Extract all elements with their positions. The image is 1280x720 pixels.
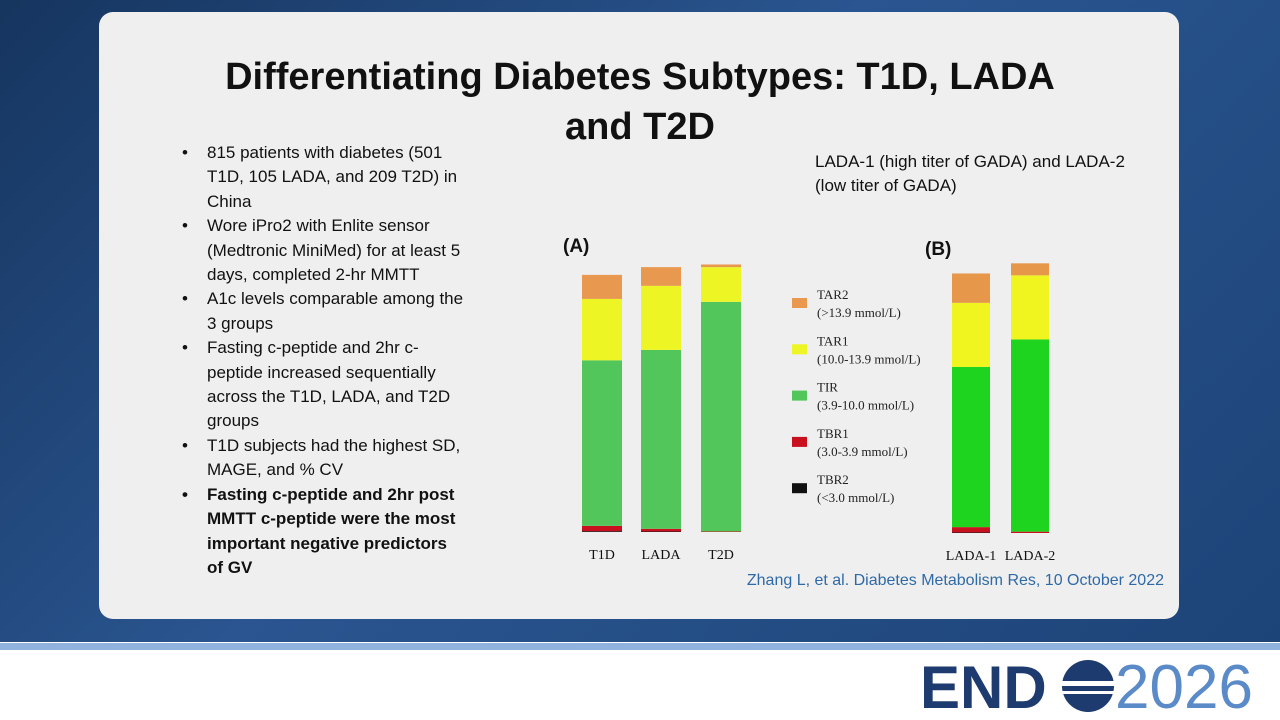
bar-segment xyxy=(952,273,990,303)
bar-segment xyxy=(1011,275,1049,340)
legend-swatch xyxy=(792,436,807,447)
bar-segment xyxy=(701,267,741,302)
bullet: Fasting c-peptide and 2hr c-peptide incr… xyxy=(182,336,467,434)
legend-range: (3.9-10.0 mmol/L) xyxy=(817,398,914,413)
note: LADA-1 (high titer of GADA) and LADA-2 (… xyxy=(815,152,1125,195)
logo: END 2026 xyxy=(920,653,1253,718)
legend-label: TBR2 xyxy=(817,472,849,487)
logo-globe-stripe xyxy=(1060,681,1116,686)
bar-segment xyxy=(641,349,681,529)
bullet: Wore iPro2 with Enlite sensor (Medtronic… xyxy=(182,214,467,287)
legend-range: (>13.9 mmol/L) xyxy=(817,305,901,320)
bullet: 815 patients with diabetes (501 T1D, 105… xyxy=(182,141,467,214)
bar-segment xyxy=(1011,339,1049,532)
bullet: T1D subjects had the highest SD, MAGE, a… xyxy=(182,434,467,483)
bar-segment xyxy=(952,302,990,367)
bar-segment xyxy=(952,532,990,533)
bullet-list: 815 patients with diabetes (501 T1D, 105… xyxy=(182,141,467,580)
bar-segment xyxy=(701,301,741,532)
logo-globe-stripe xyxy=(1060,691,1116,694)
panel-label: (B) xyxy=(925,239,951,260)
x-tick-label: T2D xyxy=(708,548,734,563)
bar-segment xyxy=(582,531,622,532)
legend-range: (<3.0 mmol/L) xyxy=(817,490,894,505)
bar-segment xyxy=(582,298,622,361)
bullet: A1c levels comparable among the 3 groups xyxy=(182,287,467,336)
footer-stripe xyxy=(0,643,1280,650)
bar-segment xyxy=(701,264,741,268)
bar-segment xyxy=(1011,531,1049,533)
slide-title: Differentiating Diabetes Subtypes: T1D, … xyxy=(225,56,1055,148)
bar-segment xyxy=(582,360,622,526)
legend-swatch xyxy=(792,298,807,308)
bar-segment xyxy=(952,527,990,533)
logo-year: 2026 xyxy=(1115,653,1253,718)
bar-segment xyxy=(641,531,681,532)
legend-label: TBR1 xyxy=(817,426,849,441)
bar-segment xyxy=(582,274,622,299)
panel-label: (A) xyxy=(563,236,589,257)
bar-segment xyxy=(1011,263,1049,276)
bar-segment xyxy=(641,267,681,286)
x-tick-label: LADA-2 xyxy=(1005,549,1056,564)
legend-range: (3.0-3.9 mmol/L) xyxy=(817,444,908,459)
legend-label: TAR1 xyxy=(817,333,848,348)
bar-segment xyxy=(952,366,990,528)
x-tick-label: LADA xyxy=(642,548,682,563)
bar-segment xyxy=(701,531,741,532)
x-tick-label: LADA-1 xyxy=(946,549,997,564)
citation: Zhang L, et al. Diabetes Metabolism Res,… xyxy=(746,572,1164,589)
bullet: Fasting c-peptide and 2hr post MMTT c-pe… xyxy=(182,483,467,581)
legend-label: TAR2 xyxy=(817,287,848,302)
logo-brand: END xyxy=(920,654,1047,718)
bar-segment xyxy=(582,525,622,532)
legend-swatch xyxy=(792,344,807,355)
legend-swatch xyxy=(792,483,807,494)
legend-range: (10.0-13.9 mmol/L) xyxy=(817,351,921,366)
bar-segment xyxy=(641,285,681,350)
x-tick-label: T1D xyxy=(589,548,615,563)
legend-swatch xyxy=(792,390,807,401)
bar-segment xyxy=(641,528,681,532)
legend-label: TIR xyxy=(817,380,838,395)
